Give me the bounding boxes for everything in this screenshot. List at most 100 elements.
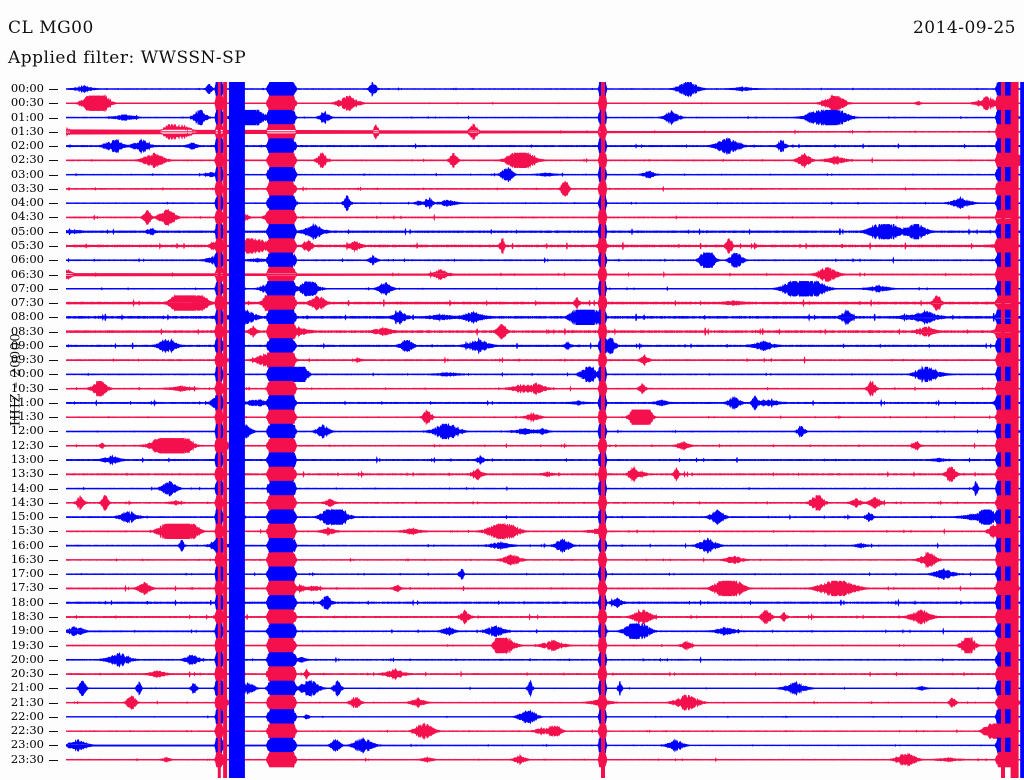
time-label-20-00: 20:00 (11, 654, 44, 665)
time-label-05-30: 05:30 (11, 240, 44, 251)
time-label-14-30: 14:30 (11, 497, 44, 508)
time-tick (49, 146, 58, 147)
time-tick (49, 89, 58, 90)
time-label-17-00: 17:00 (11, 568, 44, 579)
time-label-09-30: 09:30 (11, 354, 44, 365)
disturbance-band (1020, 82, 1024, 778)
disturbance-band (1011, 82, 1019, 778)
time-label-01-30: 01:30 (11, 126, 44, 137)
time-tick (49, 717, 58, 718)
time-tick (49, 332, 58, 333)
time-tick (49, 674, 58, 675)
time-tick (49, 646, 58, 647)
time-label-12-00: 12:00 (11, 425, 44, 436)
time-label-10-00: 10:00 (11, 368, 44, 379)
time-label-00-30: 00:30 (11, 97, 44, 108)
time-label-21-00: 21:00 (11, 682, 44, 693)
time-tick (49, 260, 58, 261)
time-label-06-30: 06:30 (11, 269, 44, 280)
time-label-16-00: 16:00 (11, 540, 44, 551)
disturbance-band (218, 82, 221, 778)
time-tick (49, 588, 58, 589)
disturbance-band (1001, 82, 1005, 778)
time-label-18-30: 18:30 (11, 611, 44, 622)
time-label-02-30: 02:30 (11, 154, 44, 165)
time-label-15-30: 15:30 (11, 525, 44, 536)
time-tick (49, 175, 58, 176)
time-tick (49, 517, 58, 518)
time-tick (49, 346, 58, 347)
time-label-16-30: 16:30 (11, 554, 44, 565)
time-label-09-00: 09:00 (11, 340, 44, 351)
time-tick (49, 103, 58, 104)
time-tick (49, 617, 58, 618)
time-label-14-00: 14:00 (11, 483, 44, 494)
time-tick (49, 132, 58, 133)
time-label-17-30: 17:30 (11, 582, 44, 593)
time-tick (49, 731, 58, 732)
time-label-07-00: 07:00 (11, 283, 44, 294)
time-tick (49, 246, 58, 247)
time-label-11-30: 11:30 (11, 411, 44, 422)
time-tick (49, 446, 58, 447)
time-tick (49, 217, 58, 218)
time-tick (49, 289, 58, 290)
time-tick (49, 760, 58, 761)
time-label-11-00: 11:00 (11, 397, 44, 408)
time-label-04-00: 04:00 (11, 197, 44, 208)
time-label-02-00: 02:00 (11, 140, 44, 151)
time-label-07-30: 07:30 (11, 297, 44, 308)
time-tick (49, 631, 58, 632)
time-label-10-30: 10:30 (11, 383, 44, 394)
time-label-13-00: 13:00 (11, 454, 44, 465)
time-label-22-30: 22:30 (11, 725, 44, 736)
time-label-03-00: 03:00 (11, 169, 44, 180)
date-label: 2014-09-25 (913, 18, 1016, 38)
time-label-20-30: 20:30 (11, 668, 44, 679)
time-tick (49, 531, 58, 532)
seismogram-plot (66, 82, 1024, 778)
time-label-06-00: 06:00 (11, 254, 44, 265)
time-tick (49, 574, 58, 575)
time-tick (49, 603, 58, 604)
time-label-08-00: 08:00 (11, 311, 44, 322)
disturbance-band (238, 82, 241, 778)
time-tick (49, 389, 58, 390)
time-tick (49, 403, 58, 404)
time-tick (49, 374, 58, 375)
time-tick (49, 417, 58, 418)
time-label-21-30: 21:30 (11, 697, 44, 708)
time-tick (49, 431, 58, 432)
time-tick (49, 703, 58, 704)
time-label-23-30: 23:30 (11, 754, 44, 765)
time-tick (49, 489, 58, 490)
time-tick (49, 745, 58, 746)
header: CL MG00 Applied filter: WWSSN-SP 2014-09… (0, 0, 1024, 78)
time-tick (49, 503, 58, 504)
disturbance-band (223, 82, 227, 778)
time-label-23-00: 23:00 (11, 739, 44, 750)
time-tick (49, 303, 58, 304)
time-label-12-30: 12:30 (11, 440, 44, 451)
disturbance-band (601, 82, 605, 778)
time-label-05-00: 05:00 (11, 226, 44, 237)
time-label-18-00: 18:00 (11, 597, 44, 608)
time-tick (49, 203, 58, 204)
time-label-08-30: 08:30 (11, 326, 44, 337)
time-axis: 00:00 00:30 01:00 01:30 02:00 02:30 03:00 03:30… (0, 0, 66, 780)
time-tick (49, 546, 58, 547)
time-tick (49, 118, 58, 119)
time-tick (49, 160, 58, 161)
time-tick (49, 317, 58, 318)
time-label-13-30: 13:30 (11, 468, 44, 479)
time-tick (49, 360, 58, 361)
time-tick (49, 688, 58, 689)
time-label-19-30: 19:30 (11, 640, 44, 651)
time-label-19-00: 19:00 (11, 625, 44, 636)
time-label-01-00: 01:00 (11, 112, 44, 123)
time-tick (49, 232, 58, 233)
time-label-00-00: 00:00 (11, 83, 44, 94)
time-tick (49, 660, 58, 661)
time-label-22-00: 22:00 (11, 711, 44, 722)
